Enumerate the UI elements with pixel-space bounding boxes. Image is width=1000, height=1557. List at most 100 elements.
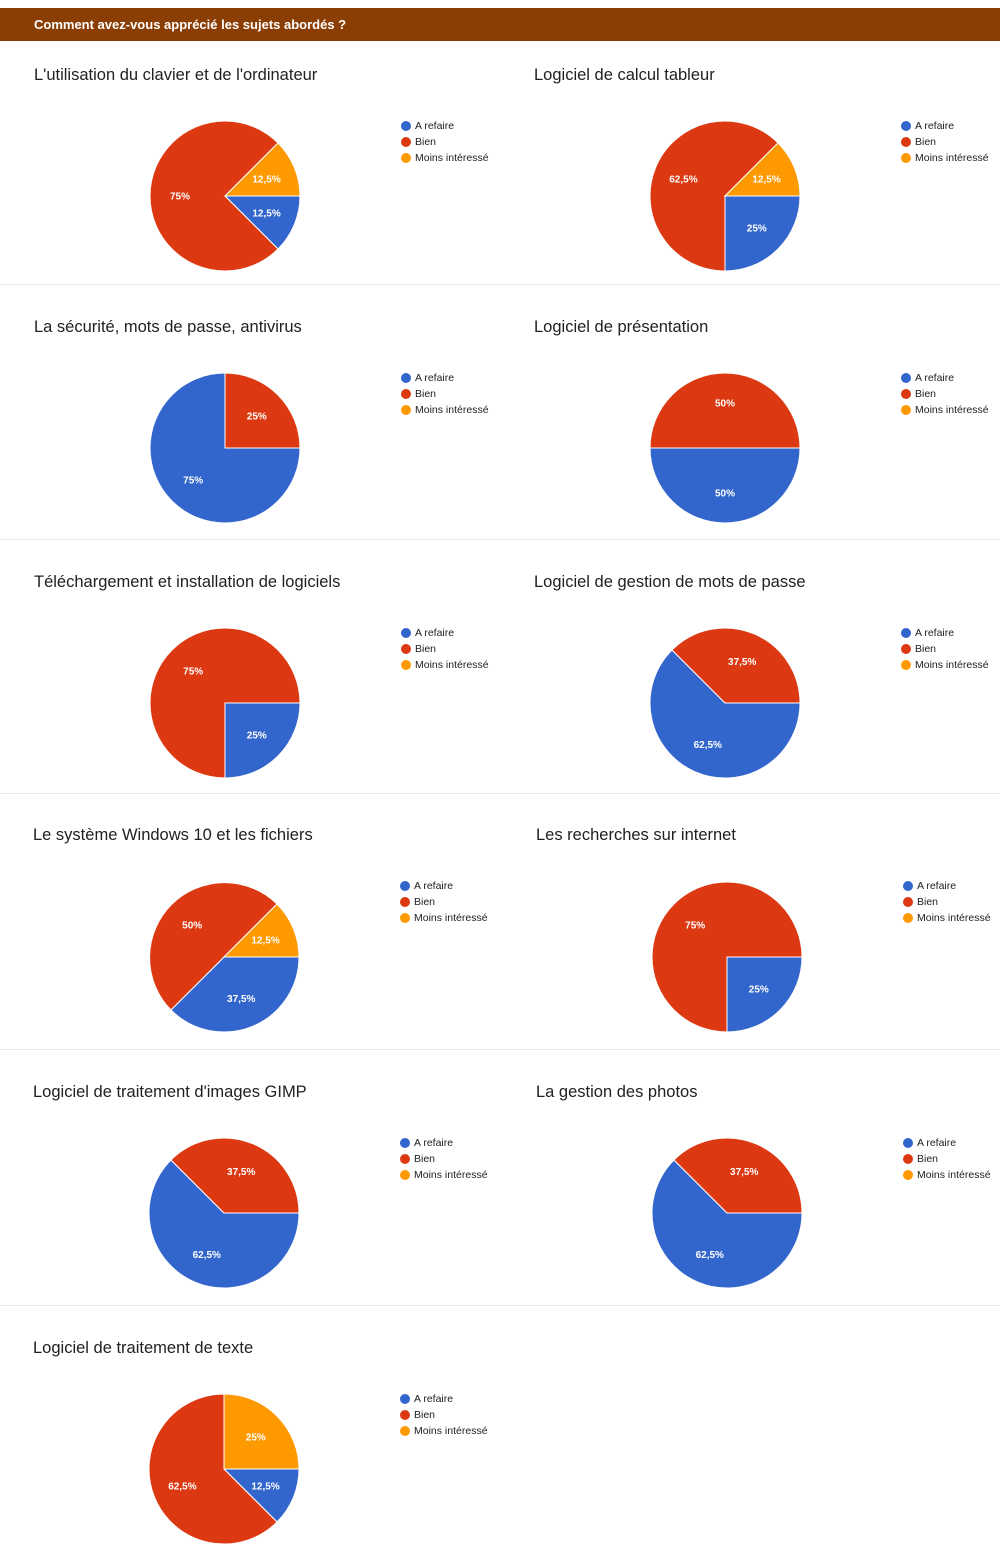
pie-chart: 62,5% 37,5% [651, 1137, 803, 1289]
legend-swatch-icon [401, 660, 411, 670]
legend-label: Moins intéressé [915, 404, 989, 416]
row-divider [0, 284, 1000, 285]
legend-swatch-icon [901, 137, 911, 147]
pie-slice-label-a-refaire: 25% [747, 223, 767, 234]
chart-title: Logiciel de traitement d'images GIMP [33, 1083, 307, 1101]
legend-label: A refaire [415, 372, 455, 384]
legend-label: Bien [414, 1153, 436, 1165]
pie-slice-label-moins-interesse: 12,5% [252, 174, 280, 185]
legend-label: Bien [414, 1409, 436, 1421]
chart-legend: A refaire Bien Moins intéressé [400, 1391, 488, 1439]
legend-item-a-refaire: A refaire [901, 370, 989, 386]
legend-swatch-icon [401, 389, 411, 399]
chart-legend: A refaire Bien Moins intéressé [901, 118, 989, 166]
pie-slice-a-refaire [651, 1159, 803, 1289]
chart-legend: A refaire Bien Moins intéressé [401, 625, 489, 673]
legend-item-bien: Bien [401, 134, 489, 150]
legend-swatch-icon [903, 1170, 913, 1180]
pie-slice-bien [649, 372, 801, 449]
row-divider [0, 1305, 1000, 1306]
pie-slice-label-bien: 25% [247, 412, 267, 423]
legend-item-a-refaire: A refaire [401, 118, 489, 134]
legend-label: Moins intéressé [915, 659, 989, 671]
legend-label: Moins intéressé [415, 404, 489, 416]
legend-label: Bien [414, 896, 436, 908]
legend-label: A refaire [917, 880, 957, 892]
legend-item-bien: Bien [903, 1151, 991, 1167]
pie-slice-bien [149, 120, 279, 272]
legend-label: Moins intéressé [915, 152, 989, 164]
pie-chart: 62,5% 37,5% [148, 1137, 300, 1289]
legend-label: Bien [915, 643, 937, 655]
chart-legend: A refaire Bien Moins intéressé [400, 878, 488, 926]
chart-legend: A refaire Bien Moins intéressé [901, 370, 989, 418]
legend-item-a-refaire: A refaire [901, 625, 989, 641]
legend-swatch-icon [400, 1138, 410, 1148]
pie-slice-label-a-refaire: 50% [715, 489, 735, 500]
legend-label: Moins intéressé [414, 912, 488, 924]
legend-label: Moins intéressé [414, 1169, 488, 1181]
pie-slice-bien [149, 627, 301, 779]
legend-swatch-icon [400, 897, 410, 907]
chart-title: Logiciel de présentation [534, 318, 709, 336]
legend-label: Bien [415, 388, 437, 400]
legend-swatch-icon [901, 628, 911, 638]
legend-label: A refaire [915, 627, 955, 639]
pie-slice-label-bien: 37,5% [730, 1167, 758, 1178]
legend-item-moins-interesse: Moins intéressé [401, 150, 489, 166]
pie-slice-label-a-refaire: 37,5% [227, 994, 255, 1005]
pie-slice-label-bien: 62,5% [168, 1482, 196, 1493]
legend-label: Moins intéressé [917, 912, 991, 924]
pie-chart: 25% 62,5% 12,5% [649, 120, 801, 272]
chart-title: Téléchargement et installation de logici… [34, 573, 341, 591]
legend-swatch-icon [901, 389, 911, 399]
legend-swatch-icon [400, 1170, 410, 1180]
legend-label: A refaire [414, 1393, 454, 1405]
pie-slice-a-refaire [222, 1468, 300, 1523]
legend-label: Bien [915, 136, 937, 148]
legend-swatch-icon [903, 1154, 913, 1164]
chart-title: Logiciel de calcul tableur [534, 66, 715, 84]
pie-slice-label-moins-interesse: 12,5% [752, 174, 780, 185]
pie-slice-label-a-refaire: 75% [183, 475, 203, 486]
chart-legend: A refaire Bien Moins intéressé [401, 370, 489, 418]
legend-label: A refaire [414, 880, 454, 892]
legend-label: Moins intéressé [415, 659, 489, 671]
pie-slice-label-a-refaire: 62,5% [696, 1250, 724, 1261]
pie-slice-a-refaire [149, 372, 301, 524]
pie-slice-moins-interesse [223, 142, 301, 197]
pie-slice-moins-interesse [222, 903, 300, 958]
chart-legend: A refaire Bien Moins intéressé [903, 878, 991, 926]
legend-swatch-icon [400, 1154, 410, 1164]
legend-swatch-icon [901, 660, 911, 670]
legend-swatch-icon [901, 405, 911, 415]
legend-item-a-refaire: A refaire [400, 878, 488, 894]
chart-title: Le système Windows 10 et les fichiers [33, 826, 313, 844]
pie-slice-a-refaire [649, 447, 801, 524]
legend-item-a-refaire: A refaire [903, 1135, 991, 1151]
legend-item-bien: Bien [901, 386, 989, 402]
survey-header: Comment avez-vous apprécié les sujets ab… [0, 8, 1000, 41]
pie-slice-bien [671, 627, 801, 704]
legend-swatch-icon [401, 153, 411, 163]
legend-swatch-icon [401, 373, 411, 383]
legend-item-moins-interesse: Moins intéressé [401, 402, 489, 418]
legend-label: Bien [917, 896, 939, 908]
legend-label: Moins intéressé [414, 1425, 488, 1437]
legend-item-bien: Bien [903, 894, 991, 910]
chart-legend: A refaire Bien Moins intéressé [400, 1135, 488, 1183]
pie-slice-label-a-refaire: 25% [749, 984, 769, 995]
legend-label: Moins intéressé [917, 1169, 991, 1181]
pie-slice-bien [673, 1137, 803, 1214]
legend-item-moins-interesse: Moins intéressé [903, 910, 991, 926]
pie-chart: 12,5% 75% 12,5% [149, 120, 301, 272]
legend-item-moins-interesse: Moins intéressé [901, 657, 989, 673]
pie-chart: 50% 50% [649, 372, 801, 524]
legend-item-bien: Bien [401, 641, 489, 657]
row-divider [0, 793, 1000, 794]
legend-label: A refaire [915, 120, 955, 132]
legend-label: Bien [917, 1153, 939, 1165]
legend-swatch-icon [901, 373, 911, 383]
legend-swatch-icon [903, 1138, 913, 1148]
pie-slice-bien [149, 882, 278, 1011]
